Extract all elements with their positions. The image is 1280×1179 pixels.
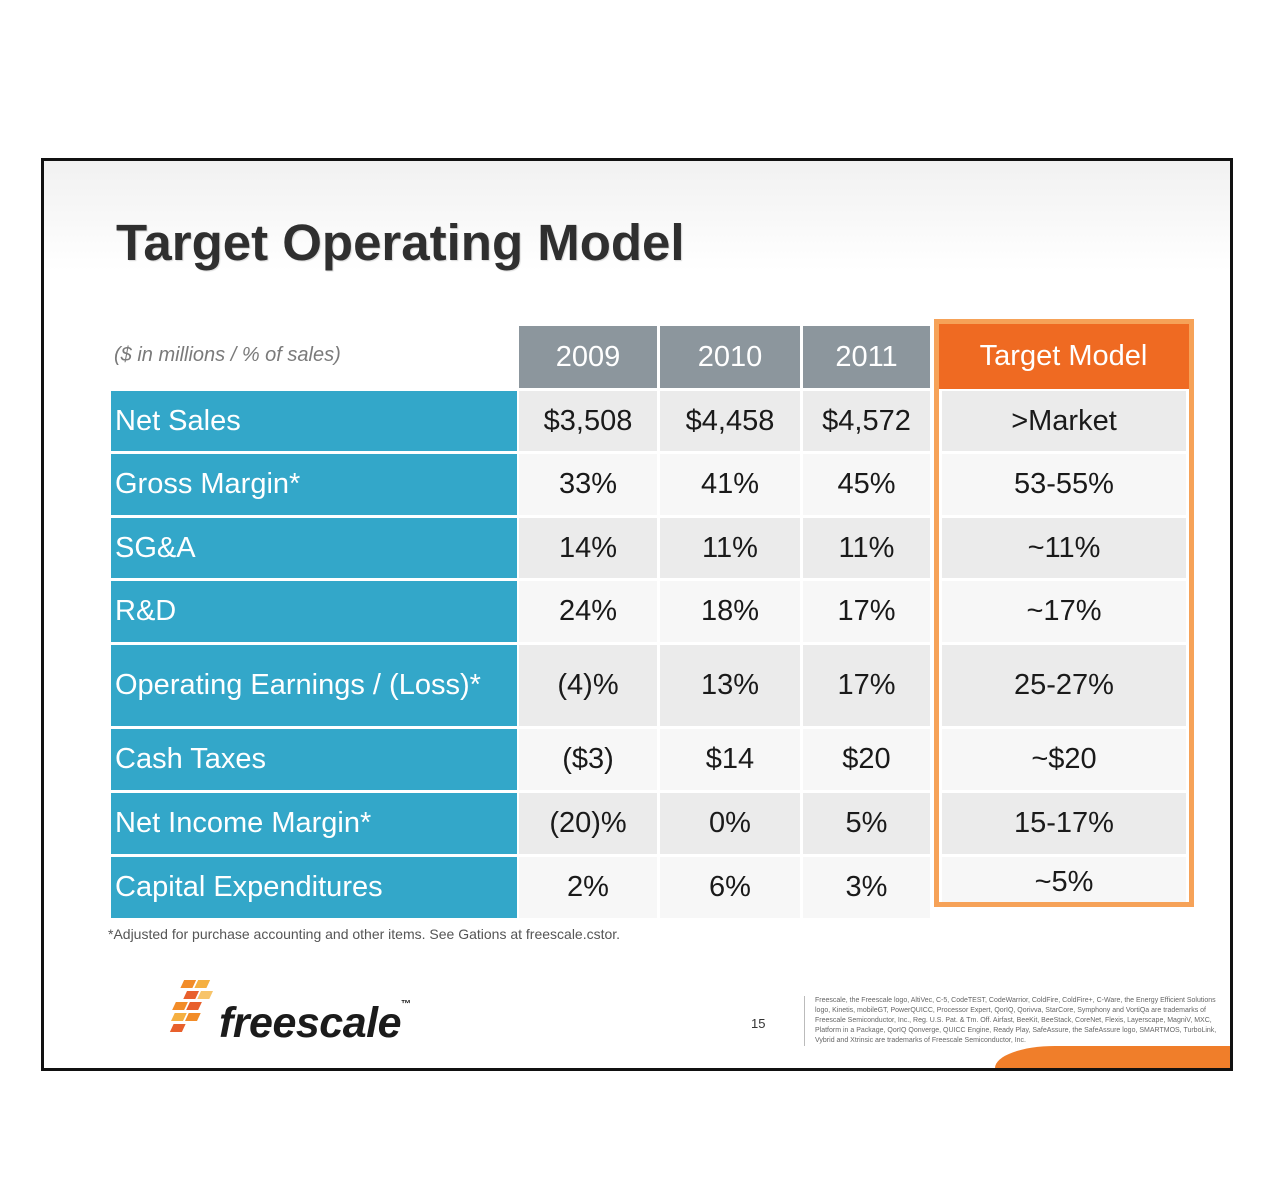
row-label-net-sales: Net Sales — [111, 391, 517, 451]
table-cell: 13% — [660, 645, 800, 726]
slide: Target Operating Model ($ in millions / … — [41, 158, 1233, 1071]
column-header-2010: 2010 — [660, 326, 800, 388]
footnote: *Adjusted for purchase accounting and ot… — [108, 926, 621, 942]
column-header-target-model: Target Model — [937, 323, 1190, 389]
target-cell: 25-27% — [942, 645, 1186, 726]
table-cell: $4,572 — [803, 391, 930, 451]
target-cell: ~5% — [942, 857, 1186, 907]
orange-swoosh-decoration — [995, 1046, 1230, 1068]
page-number: 15 — [751, 1016, 766, 1031]
table-cell: 11% — [660, 518, 800, 578]
row-label-net-income-margin: Net Income Margin* — [111, 793, 517, 854]
table-cell: 17% — [803, 645, 930, 726]
table-cell: 41% — [660, 454, 800, 515]
table-cell: 6% — [660, 857, 800, 918]
table-cell: $14 — [660, 729, 800, 790]
row-label-gross-margin: Gross Margin* — [111, 454, 517, 515]
target-cell: 53-55% — [942, 454, 1186, 515]
table-cell: 14% — [519, 518, 657, 578]
row-label-operating-earnings: Operating Earnings / (Loss)* — [111, 645, 517, 726]
table-cell: 2% — [519, 857, 657, 918]
table-cell: 45% — [803, 454, 930, 515]
row-label-cash-taxes: Cash Taxes — [111, 729, 517, 790]
table-cell: $3,508 — [519, 391, 657, 451]
table-cell: 3% — [803, 857, 930, 918]
row-label-capital-expenditures: Capital Expenditures — [111, 857, 517, 918]
freescale-logo-text: freescale™ — [219, 999, 411, 1047]
target-cell: ~$20 — [942, 729, 1186, 790]
column-header-2011: 2011 — [803, 326, 930, 388]
table-cell: 18% — [660, 581, 800, 642]
table-cell: 5% — [803, 793, 930, 854]
table-cell: 17% — [803, 581, 930, 642]
target-cell: ~11% — [942, 518, 1186, 578]
freescale-logo-icon — [169, 980, 214, 1032]
table-cell: (20)% — [519, 793, 657, 854]
table-cell: 33% — [519, 454, 657, 515]
target-cell: 15-17% — [942, 793, 1186, 854]
slide-title: Target Operating Model — [116, 214, 685, 271]
units-note: ($ in millions / % of sales) — [114, 344, 341, 366]
target-cell: >Market — [942, 391, 1186, 451]
target-cell: ~17% — [942, 581, 1186, 642]
legal-disclaimer: Freescale, the Freescale logo, AltiVec, … — [804, 996, 1224, 1046]
table-cell: $4,458 — [660, 391, 800, 451]
row-label-rd: R&D — [111, 581, 517, 642]
table-cell: $20 — [803, 729, 930, 790]
column-header-2009: 2009 — [519, 326, 657, 388]
row-label-sga: SG&A — [111, 518, 517, 578]
table-cell: 11% — [803, 518, 930, 578]
table-cell: ($3) — [519, 729, 657, 790]
table-cell: 24% — [519, 581, 657, 642]
table-cell: (4)% — [519, 645, 657, 726]
table-cell: 0% — [660, 793, 800, 854]
